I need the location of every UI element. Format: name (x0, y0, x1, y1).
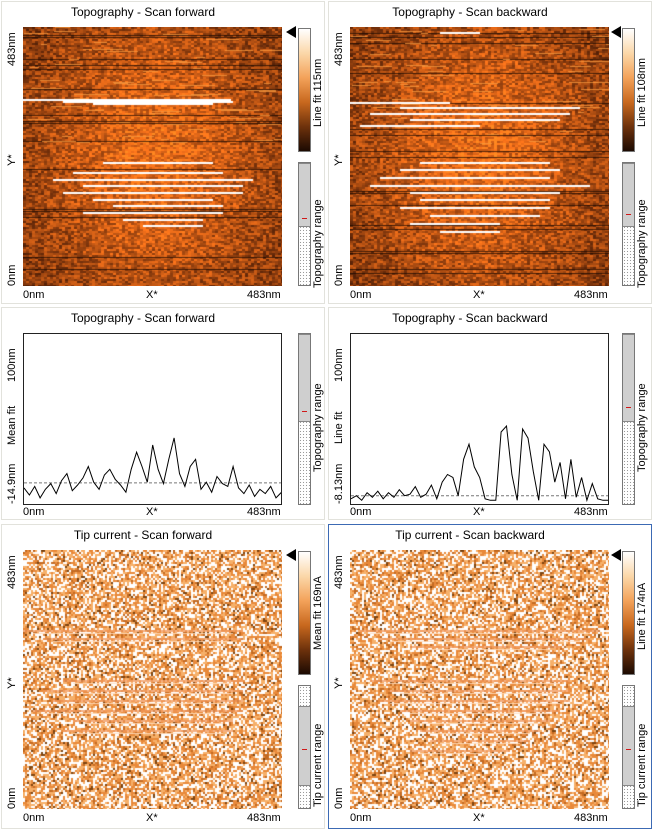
x-axis-label: X* (473, 506, 485, 518)
y-min-label: 0nm (6, 264, 18, 286)
topography-backward-profile-chart[interactable] (350, 333, 609, 505)
y-axis-label: Mean fit (6, 405, 18, 445)
triangle-marker-icon[interactable] (286, 26, 296, 38)
y-max-label: 483nm (333, 555, 345, 589)
y-min-label: -8.13nm (333, 463, 345, 504)
topography-forward-profile-chart[interactable] (23, 333, 282, 505)
topography-backward-profile-line (351, 424, 608, 503)
panel-title: Tip current - Scan backward (395, 528, 545, 542)
panel-topography-forward-image[interactable]: Topography - Scan forward 483nm Y* 0nm 0… (1, 1, 325, 304)
y-max-label: 483nm (6, 555, 18, 589)
tip-current-forward-heatmap[interactable] (23, 550, 282, 809)
x-max-label: 483nm (247, 506, 281, 518)
range-label: Tip current range (636, 723, 648, 807)
colorbar (298, 28, 311, 152)
panel-topography-backward-line[interactable]: Topography - Scan backward 100nm Line fi… (328, 307, 652, 520)
x-min-label: 0nm (23, 812, 45, 824)
y-axis-label: Y* (6, 154, 18, 166)
triangle-marker-icon[interactable] (611, 549, 621, 561)
colorbar-label: Line fit 115nm (312, 58, 324, 127)
panel-title: Topography - Scan forward (70, 5, 216, 19)
x-min-label: 0nm (23, 289, 45, 301)
panel-title: Topography - Scan forward (70, 311, 216, 325)
range-slider[interactable] (622, 685, 635, 809)
topography-forward-profile-line (24, 437, 281, 499)
y-axis-label: Y* (6, 677, 18, 689)
range-slider[interactable] (298, 685, 311, 809)
panel-title: Topography - Scan backward (392, 5, 548, 19)
x-max-label: 483nm (574, 506, 608, 518)
colorbar-label: Line fit 174nA (636, 582, 648, 650)
tip-current-backward-heatmap[interactable] (350, 550, 609, 809)
colorbar-label: Line fit 108nm (636, 57, 648, 127)
x-min-label: 0nm (350, 289, 372, 301)
range-slider[interactable] (298, 333, 311, 505)
panel-topography-backward-image[interactable]: Topography - Scan backward 483nm Y* 0nm … (328, 1, 652, 304)
x-min-label: 0nm (350, 506, 372, 518)
range-label: Topography range (312, 199, 324, 288)
colorbar-label: Mean fit 169nA (312, 576, 324, 650)
colorbar (622, 28, 635, 152)
colorbar (298, 551, 311, 675)
range-slider[interactable] (298, 162, 311, 286)
x-axis-label: X* (146, 289, 158, 301)
range-label: Topography range (312, 383, 324, 472)
y-min-label: -14.9nm (6, 463, 18, 504)
y-axis-label: Y* (333, 154, 345, 166)
y-max-label: 100nm (333, 348, 345, 382)
x-max-label: 483nm (247, 289, 281, 301)
range-label: Topography range (636, 199, 648, 288)
panel-topography-forward-line[interactable]: Topography - Scan forward 100nm Mean fit… (1, 307, 325, 520)
topography-forward-heatmap[interactable] (23, 27, 282, 286)
y-axis-label: Line fit (333, 411, 345, 444)
y-max-label: 483nm (333, 32, 345, 66)
triangle-marker-icon[interactable] (611, 26, 621, 38)
x-axis-label: X* (146, 812, 158, 824)
panel-title: Topography - Scan backward (392, 311, 548, 325)
range-label: Tip current range (312, 723, 324, 807)
y-axis-label: Y* (333, 677, 345, 689)
x-axis-label: X* (473, 289, 485, 301)
x-min-label: 0nm (23, 506, 45, 518)
x-min-label: 0nm (350, 812, 372, 824)
y-max-label: 100nm (6, 348, 18, 382)
triangle-marker-icon[interactable] (286, 549, 296, 561)
y-min-label: 0nm (333, 787, 345, 809)
range-slider[interactable] (622, 333, 635, 505)
panel-title: Tip current - Scan forward (73, 528, 213, 542)
x-axis-label: X* (146, 506, 158, 518)
y-max-label: 483nm (6, 32, 18, 66)
panel-tip-current-backward-image[interactable]: Tip current - Scan backward 483nm Y* 0nm… (328, 524, 652, 829)
panel-tip-current-forward-image[interactable]: Tip current - Scan forward 483nm Y* 0nm … (1, 524, 325, 829)
x-max-label: 483nm (574, 812, 608, 824)
range-slider[interactable] (622, 162, 635, 286)
range-label: Topography range (636, 383, 648, 472)
y-min-label: 0nm (6, 787, 18, 809)
topography-backward-heatmap[interactable] (350, 27, 609, 286)
y-min-label: 0nm (333, 264, 345, 286)
x-axis-label: X* (473, 812, 485, 824)
colorbar (622, 551, 635, 675)
x-max-label: 483nm (247, 812, 281, 824)
x-max-label: 483nm (574, 289, 608, 301)
